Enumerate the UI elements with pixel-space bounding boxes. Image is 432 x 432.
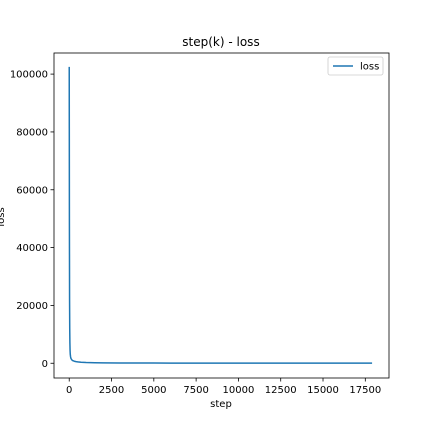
y-axis-label: loss	[0, 207, 7, 226]
y-tick-label: 40000	[16, 243, 48, 254]
y-tick-label: 60000	[16, 185, 48, 196]
y-axis-ticks: 0 20000 40000 60000 80000 100000	[10, 70, 54, 370]
chart-title: step(k) - loss	[182, 35, 259, 49]
x-tick-label: 5000	[141, 385, 166, 396]
x-tick-label: 2500	[99, 385, 124, 396]
x-tick-label: 7500	[183, 385, 208, 396]
plot-frame	[54, 53, 389, 378]
x-tick-label: 0	[66, 385, 72, 396]
legend-label-loss: loss	[360, 62, 379, 73]
plot-area	[69, 67, 372, 363]
y-tick-label: 80000	[16, 127, 48, 138]
x-tick-label: 10000	[223, 385, 255, 396]
y-tick-label: 0	[42, 359, 48, 370]
series-line-loss	[69, 67, 372, 363]
x-tick-label: 17500	[349, 385, 381, 396]
legend: loss	[328, 57, 383, 75]
x-axis-label: step	[210, 399, 232, 410]
x-tick-label: 12500	[265, 385, 297, 396]
y-tick-label: 20000	[16, 301, 48, 312]
y-tick-label: 100000	[10, 70, 48, 81]
x-axis-ticks: 0 2500 5000 7500 10000 12500 15000 17500	[66, 378, 381, 396]
x-tick-label: 15000	[307, 385, 339, 396]
